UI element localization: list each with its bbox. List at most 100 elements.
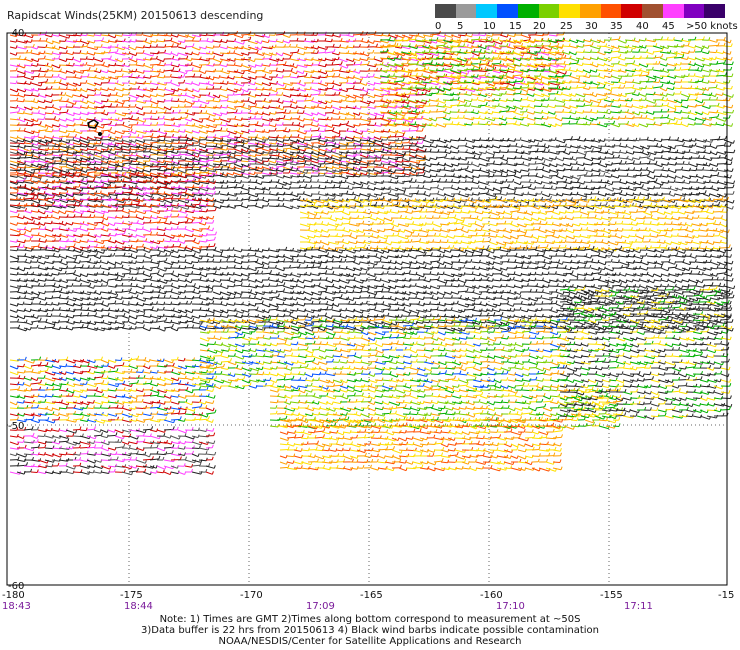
wind-barb-feather — [358, 43, 361, 48]
wind-barb — [533, 81, 541, 84]
wind-barb-feather — [274, 44, 277, 48]
wind-barb — [463, 57, 471, 61]
wind-barb — [65, 118, 74, 122]
wind-barb-feather — [333, 72, 336, 77]
wind-barb — [191, 100, 199, 103]
wind-barb — [512, 93, 521, 95]
wind-barb — [23, 142, 32, 145]
wind-barb — [407, 69, 416, 72]
wind-barb — [421, 51, 430, 53]
wind-speed-colorbar — [435, 4, 726, 18]
wind-barb — [638, 93, 646, 97]
wind-barb — [44, 112, 53, 115]
wind-barb-feather — [15, 45, 18, 49]
wind-barb-feather — [658, 60, 661, 65]
wind-barb — [296, 70, 304, 75]
wind-barb — [331, 82, 341, 87]
wind-barb — [93, 40, 103, 42]
wind-barb-feather — [170, 32, 173, 37]
wind-barb — [191, 130, 200, 134]
wind-barb-feather — [26, 121, 29, 126]
wind-barb — [492, 40, 502, 45]
wind-barb — [23, 82, 31, 85]
wind-barb — [624, 105, 632, 108]
wind-barb — [464, 34, 472, 38]
wind-barb — [107, 51, 118, 54]
wind-barb-feather — [323, 164, 326, 168]
wind-barb — [268, 88, 277, 93]
wind-barb — [86, 139, 96, 141]
wind-barb — [533, 111, 542, 114]
wind-barb — [58, 70, 67, 74]
wind-barb-feather — [67, 132, 70, 137]
wind-barb — [345, 52, 356, 55]
wind-barb — [170, 34, 178, 38]
wind-barb-feather — [450, 81, 453, 86]
wind-barb — [548, 34, 558, 37]
wind-barb-feather — [515, 120, 517, 124]
wind-barb-feather — [609, 37, 612, 41]
wind-barb — [505, 51, 513, 54]
wind-barb-feather — [540, 37, 543, 42]
wind-barb — [519, 123, 529, 127]
wind-barb-feather — [505, 72, 508, 76]
wind-barb — [477, 51, 485, 54]
wind-barb-feather — [87, 73, 90, 77]
wind-barb — [240, 64, 250, 69]
wind-barb-feather — [23, 127, 26, 132]
wind-barb-feather — [264, 73, 267, 78]
wind-barb-feather — [625, 102, 628, 107]
wind-barb-feather — [675, 53, 678, 57]
wind-barb — [575, 45, 583, 48]
wind-barb — [596, 81, 606, 86]
wind-barb — [429, 70, 437, 74]
wind-barb-feather — [54, 116, 56, 120]
wind-barb — [680, 105, 688, 109]
wind-barb-feather — [170, 79, 173, 83]
wind-barb — [86, 145, 94, 148]
wind-barb — [289, 70, 297, 75]
wind-barb-feather — [110, 103, 113, 107]
wind-barb — [107, 58, 117, 62]
wind-barb-feather — [311, 79, 314, 84]
wind-barb-feather — [299, 80, 301, 84]
wind-barb-feather — [668, 136, 671, 140]
wind-barb-feather — [81, 98, 84, 102]
wind-barb — [51, 106, 61, 111]
wind-barb — [421, 62, 432, 65]
wind-barb-feather — [588, 86, 591, 90]
wind-barb-feather — [15, 80, 18, 84]
wind-barb — [226, 82, 237, 85]
wind-barb-feather — [476, 74, 479, 78]
wind-barb — [296, 160, 304, 163]
wind-barb — [254, 34, 264, 38]
wind-barb — [149, 118, 159, 120]
wind-barb — [596, 69, 607, 72]
wind-barb — [16, 34, 26, 37]
wind-barb — [156, 34, 167, 37]
wind-barb — [373, 34, 383, 37]
wind-barb-feather — [256, 49, 259, 54]
wind-barb — [415, 52, 424, 56]
wind-barb — [513, 70, 522, 74]
wind-barb-feather — [697, 67, 700, 71]
wind-barb — [296, 58, 306, 62]
wind-barb-feather — [694, 44, 697, 49]
wind-barb — [275, 76, 283, 79]
colorbar-segment — [455, 4, 477, 18]
wind-barb-feather — [444, 100, 447, 104]
wind-barb — [659, 87, 667, 92]
wind-barb — [659, 45, 669, 49]
wind-barb-feather — [318, 91, 321, 95]
wind-barb-feather — [288, 39, 291, 44]
wind-barb-feather — [729, 51, 732, 55]
wind-barb — [393, 63, 403, 67]
wind-barb — [442, 39, 452, 44]
wind-barb — [170, 106, 179, 109]
wind-barb — [142, 58, 152, 61]
wind-barb-feather — [731, 61, 734, 65]
wind-barb — [414, 51, 424, 54]
wind-barb — [219, 112, 227, 115]
wind-barb — [415, 159, 425, 162]
wind-barb-feather — [218, 75, 221, 79]
